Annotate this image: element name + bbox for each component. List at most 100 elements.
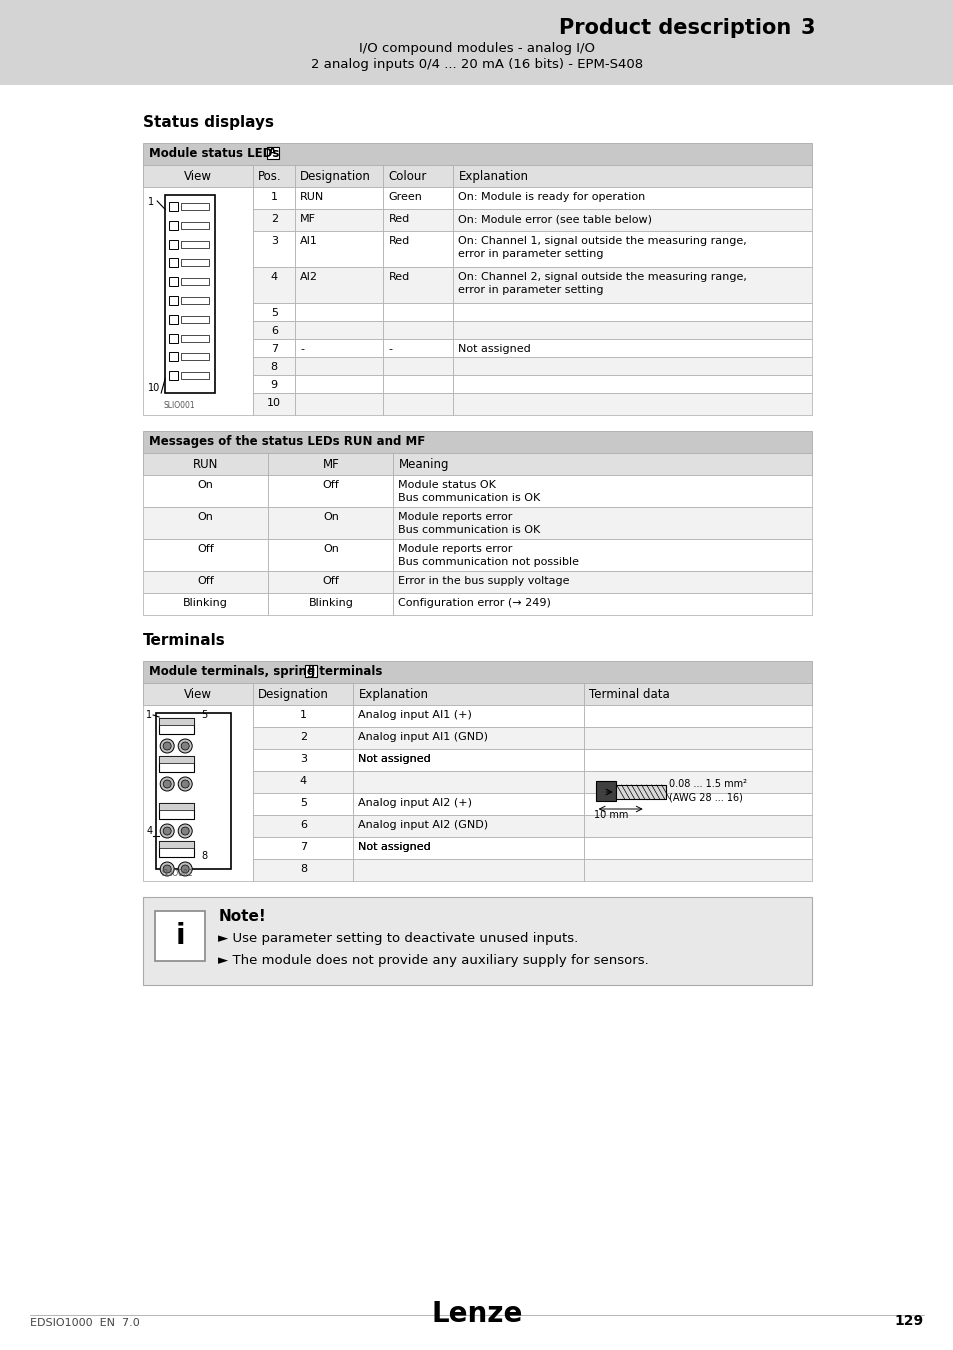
Bar	[253, 837, 353, 859]
Bar	[583, 749, 811, 771]
Text: 9: 9	[271, 379, 277, 390]
Bar	[295, 393, 383, 414]
Text: Designation: Designation	[300, 170, 371, 184]
Text: 5: 5	[201, 710, 207, 720]
Bar	[453, 188, 811, 209]
Text: On: On	[322, 512, 338, 522]
Text: Analog input AI2 (GND): Analog input AI2 (GND)	[358, 819, 488, 830]
Circle shape	[160, 738, 174, 753]
Text: Lenze: Lenze	[431, 1300, 522, 1328]
Text: Off: Off	[322, 481, 339, 490]
Text: SLIO002: SLIO002	[161, 869, 193, 878]
Text: Error in the bus supply voltage: Error in the bus supply voltage	[398, 576, 569, 586]
Bar	[383, 356, 453, 375]
Bar	[181, 297, 209, 304]
Bar	[383, 209, 453, 231]
Text: On: On	[197, 481, 213, 490]
Bar	[143, 165, 253, 188]
Text: 129: 129	[894, 1314, 923, 1328]
Text: 10: 10	[267, 398, 281, 408]
Bar	[143, 475, 268, 508]
Bar	[155, 911, 205, 961]
Text: 8: 8	[299, 864, 307, 873]
Text: ► Use parameter setting to deactivate unused inputs.: ► Use parameter setting to deactivate un…	[218, 931, 578, 945]
Bar	[159, 718, 194, 725]
Text: Red: Red	[388, 271, 409, 282]
Text: 1: 1	[146, 710, 152, 720]
Bar	[253, 792, 353, 815]
Bar	[383, 339, 453, 356]
Bar	[453, 209, 811, 231]
Bar	[595, 782, 615, 801]
Bar	[181, 259, 209, 266]
Circle shape	[178, 778, 192, 791]
Text: Module status OK: Module status OK	[398, 481, 496, 490]
Bar	[143, 539, 268, 571]
Text: 4: 4	[146, 826, 152, 836]
Text: 2: 2	[271, 215, 277, 224]
Text: 6: 6	[271, 325, 277, 336]
Bar	[143, 705, 253, 882]
Text: Analog input AI1 (GND): Analog input AI1 (GND)	[358, 732, 488, 742]
Text: A: A	[269, 147, 276, 157]
Text: Off: Off	[197, 544, 213, 554]
Text: Meaning: Meaning	[398, 458, 449, 471]
Bar	[268, 508, 393, 539]
Bar	[393, 454, 811, 475]
Text: MF: MF	[300, 215, 316, 224]
Bar	[393, 475, 811, 508]
Bar	[393, 539, 811, 571]
Text: 5: 5	[299, 798, 307, 809]
Text: 10 mm: 10 mm	[594, 810, 628, 819]
Text: EDSIO1000  EN  7.0: EDSIO1000 EN 7.0	[30, 1318, 140, 1328]
Bar	[143, 508, 268, 539]
Bar	[253, 188, 295, 209]
Bar	[143, 454, 268, 475]
Text: Analog input AI1 (+): Analog input AI1 (+)	[358, 710, 472, 720]
Bar	[169, 239, 178, 248]
Bar	[583, 705, 811, 728]
Bar	[159, 841, 194, 848]
Text: On: On	[197, 512, 213, 522]
Bar	[383, 321, 453, 339]
Bar	[453, 165, 811, 188]
Text: 10: 10	[148, 383, 160, 393]
Text: 3: 3	[800, 18, 815, 38]
Circle shape	[160, 863, 174, 876]
Bar	[181, 354, 209, 360]
Text: AI2: AI2	[300, 271, 318, 282]
Bar	[181, 221, 209, 228]
Text: 0.08 ... 1.5 mm²: 0.08 ... 1.5 mm²	[668, 779, 746, 788]
Bar	[583, 771, 811, 792]
Bar	[181, 240, 209, 247]
Bar	[143, 571, 268, 593]
Bar	[253, 749, 353, 771]
Bar	[295, 321, 383, 339]
Text: 5: 5	[271, 308, 277, 319]
Bar	[253, 231, 295, 267]
Text: Blinking: Blinking	[183, 598, 228, 608]
Bar	[143, 662, 811, 683]
Text: 7: 7	[299, 842, 307, 852]
Bar	[159, 718, 194, 734]
Bar	[159, 756, 194, 763]
Circle shape	[178, 863, 192, 876]
Text: (AWG 28 ... 16): (AWG 28 ... 16)	[668, 792, 741, 802]
Bar	[383, 165, 453, 188]
Bar	[253, 339, 295, 356]
Text: Configuration error (→ 249): Configuration error (→ 249)	[398, 598, 551, 608]
Bar	[169, 296, 178, 305]
Bar	[268, 539, 393, 571]
Bar	[169, 352, 178, 362]
Bar	[169, 315, 178, 324]
Text: Not assigned: Not assigned	[358, 755, 431, 764]
Text: Module status LEDs: Module status LEDs	[149, 147, 279, 161]
Bar	[253, 321, 295, 339]
Bar	[143, 896, 811, 986]
Bar	[295, 267, 383, 302]
Bar	[181, 278, 209, 285]
Bar	[295, 375, 383, 393]
Bar	[353, 792, 583, 815]
Bar	[268, 475, 393, 508]
Text: Bus communication is OK: Bus communication is OK	[398, 493, 540, 504]
